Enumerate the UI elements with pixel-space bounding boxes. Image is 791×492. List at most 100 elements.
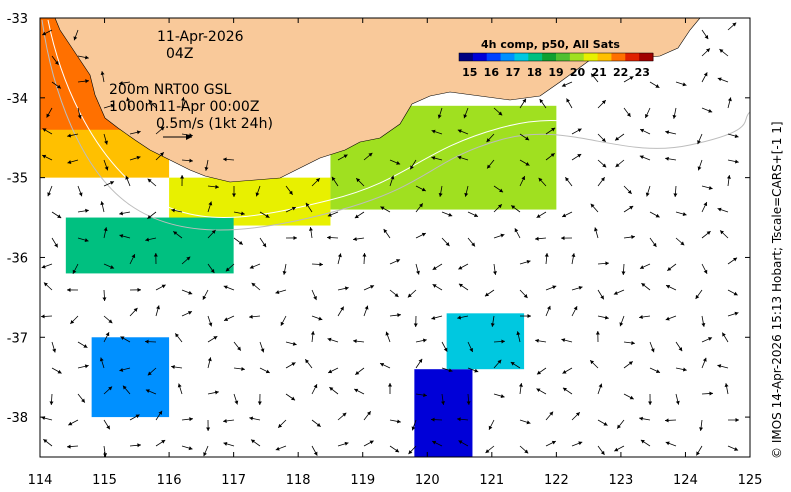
current-vector bbox=[519, 133, 530, 141]
current-vector bbox=[597, 159, 607, 168]
current-vector bbox=[355, 367, 365, 376]
current-vector bbox=[155, 152, 165, 161]
date-label: 11-Apr-2026 bbox=[157, 29, 244, 45]
current-vector bbox=[337, 306, 345, 317]
current-vector bbox=[673, 185, 678, 197]
current-vector bbox=[180, 174, 185, 187]
current-vector bbox=[727, 97, 732, 109]
current-vector bbox=[77, 107, 82, 119]
current-vector bbox=[519, 419, 531, 425]
current-vector bbox=[415, 185, 426, 192]
colorbar-segment bbox=[569, 53, 585, 61]
current-vector bbox=[103, 159, 109, 171]
y-tick-label: -36 bbox=[7, 251, 28, 266]
current-vector bbox=[119, 367, 131, 372]
current-vector bbox=[724, 383, 729, 395]
current-vector bbox=[171, 208, 183, 213]
current-vector bbox=[717, 364, 729, 369]
current-vector bbox=[77, 237, 89, 243]
current-vector bbox=[519, 259, 531, 265]
current-vector bbox=[571, 285, 583, 291]
current-vector bbox=[327, 367, 339, 374]
current-vector bbox=[129, 287, 142, 292]
current-vector bbox=[697, 133, 703, 145]
current-vector bbox=[129, 130, 141, 135]
colorbar-title: 4h comp, p50, All Sats bbox=[481, 38, 620, 51]
current-vector bbox=[560, 236, 573, 241]
current-vector bbox=[67, 159, 79, 164]
current-vector bbox=[519, 289, 528, 299]
current-vector bbox=[275, 289, 287, 295]
current-vector bbox=[103, 386, 113, 395]
current-vector bbox=[255, 185, 261, 197]
current-vector bbox=[621, 263, 626, 276]
current-vector bbox=[177, 383, 183, 395]
current-vector bbox=[119, 81, 131, 86]
current-vector bbox=[77, 208, 89, 213]
current-vector bbox=[285, 235, 298, 240]
current-vector bbox=[717, 207, 729, 213]
current-vector bbox=[119, 234, 131, 239]
current-vector bbox=[311, 419, 321, 428]
current-vector bbox=[441, 237, 450, 247]
current-vector bbox=[701, 29, 709, 40]
current-vector bbox=[431, 315, 443, 320]
current-vector bbox=[41, 263, 53, 269]
current-vector bbox=[147, 178, 157, 187]
current-vector bbox=[701, 263, 708, 274]
y-tick-label: -33 bbox=[7, 12, 28, 27]
current-vector bbox=[223, 441, 235, 447]
current-vector bbox=[562, 367, 573, 374]
current-vector bbox=[696, 445, 703, 456]
x-tick-label: 116 bbox=[157, 473, 182, 488]
current-vector bbox=[648, 393, 653, 406]
current-vector bbox=[467, 237, 476, 247]
current-vector bbox=[223, 315, 235, 322]
current-vector bbox=[353, 339, 365, 344]
current-vector bbox=[337, 286, 349, 291]
current-vector bbox=[536, 367, 547, 375]
current-vector bbox=[181, 97, 186, 109]
current-vector bbox=[672, 107, 677, 119]
current-vector bbox=[545, 440, 557, 447]
current-vector bbox=[389, 419, 401, 424]
current-vector bbox=[571, 128, 582, 135]
current-vector bbox=[383, 228, 391, 239]
current-vector bbox=[181, 445, 193, 451]
current-vector bbox=[411, 419, 417, 431]
current-vector bbox=[727, 159, 739, 164]
axes: 114 115 116 117 118 119 120 121 122 123 124 125 -33 -… bbox=[7, 12, 763, 488]
current-vector bbox=[466, 393, 471, 405]
current-vector bbox=[727, 417, 740, 422]
current-vector bbox=[46, 107, 53, 118]
current-vector bbox=[719, 230, 729, 239]
current-vector bbox=[207, 263, 215, 274]
colorbar-frame bbox=[458, 52, 654, 62]
scale-vector-arrow bbox=[163, 134, 192, 140]
current-vector bbox=[613, 289, 625, 295]
current-vector bbox=[675, 341, 683, 352]
y-tick-label: -38 bbox=[7, 411, 28, 426]
current-vector bbox=[41, 154, 53, 161]
current-vector bbox=[545, 285, 557, 291]
current-vector bbox=[251, 282, 261, 291]
current-vector bbox=[701, 201, 708, 213]
current-vector bbox=[285, 362, 296, 369]
current-vector bbox=[77, 393, 86, 403]
current-vector bbox=[545, 127, 556, 135]
current-vector bbox=[675, 367, 687, 372]
current-vector bbox=[43, 282, 53, 291]
current-vector bbox=[561, 211, 573, 218]
current-vector bbox=[432, 263, 443, 271]
current-vector bbox=[485, 445, 495, 454]
current-vector bbox=[701, 230, 711, 239]
current-vector bbox=[727, 257, 738, 265]
colorbar-segment bbox=[486, 53, 502, 61]
current-vector bbox=[145, 237, 157, 242]
current-vector bbox=[223, 157, 235, 162]
current-vector bbox=[697, 159, 703, 171]
current-vector bbox=[441, 367, 453, 373]
current-vector bbox=[42, 29, 53, 36]
current-vector bbox=[207, 357, 212, 369]
current-vector bbox=[589, 359, 599, 369]
